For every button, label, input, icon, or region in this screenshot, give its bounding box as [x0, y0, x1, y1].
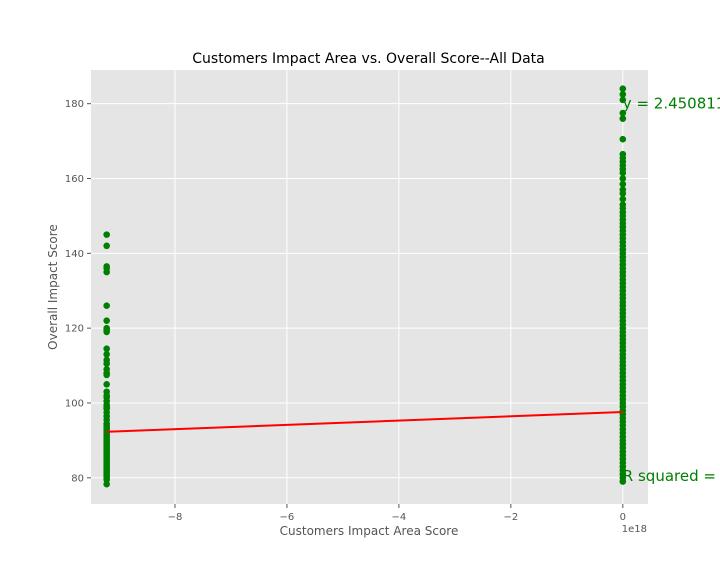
chart-title: Customers Impact Area vs. Overall Score-…: [192, 51, 545, 67]
regression-line-layer: [106, 410, 623, 433]
data-point: [619, 180, 627, 188]
data-point: [103, 345, 110, 353]
data-point: [103, 371, 110, 379]
data-point: [103, 231, 110, 238]
data-point: [619, 478, 627, 485]
data-point: [619, 195, 627, 203]
y-tick-label: 120: [65, 324, 84, 335]
data-point: [619, 85, 627, 93]
scatter-points: [103, 85, 627, 488]
data-point: [103, 480, 110, 488]
axis-ticks: −8 −6 −4 −2 0 80 100 120 140 160 180: [65, 99, 626, 523]
y-tick-label: 100: [65, 398, 84, 409]
data-point: [619, 109, 627, 117]
data-point: [619, 115, 627, 122]
regression-line: [106, 410, 623, 433]
annotation-text: y = 2.450811: [623, 95, 720, 113]
data-point: [103, 351, 110, 358]
grid-lines: [91, 70, 648, 504]
data-point: [619, 190, 627, 197]
y-tick-label: 140: [65, 249, 84, 260]
data-point: [103, 268, 110, 276]
data-point: [103, 242, 110, 250]
data-point: [619, 175, 627, 182]
data-point: [619, 96, 627, 104]
data-point: [619, 169, 627, 177]
data-point: [103, 317, 110, 324]
x-tick-label: −4: [392, 512, 407, 523]
data-point: [103, 328, 110, 336]
y-tick-label: 180: [65, 99, 84, 110]
x-axis-label: Customers Impact Area Score: [280, 524, 459, 538]
x-tick-label: 0: [620, 512, 626, 523]
x-tick-label: −8: [168, 512, 183, 523]
y-tick-label: 80: [71, 473, 84, 484]
x-tick-label: −2: [503, 512, 518, 523]
annotations: y = 2.450811 R squared =: [623, 95, 720, 485]
data-point: [103, 380, 110, 388]
data-point: [619, 91, 627, 98]
y-axis-label: Overall Impact Score: [46, 224, 60, 350]
data-point: [103, 360, 110, 367]
x-tick-label: −6: [280, 512, 295, 523]
annotation-text: R squared =: [623, 467, 716, 485]
data-point: [103, 302, 110, 310]
x-axis-offset-label: 1e18: [622, 524, 647, 535]
y-tick-label: 160: [65, 174, 84, 185]
plot-area: [91, 70, 648, 504]
data-point: [619, 135, 627, 143]
